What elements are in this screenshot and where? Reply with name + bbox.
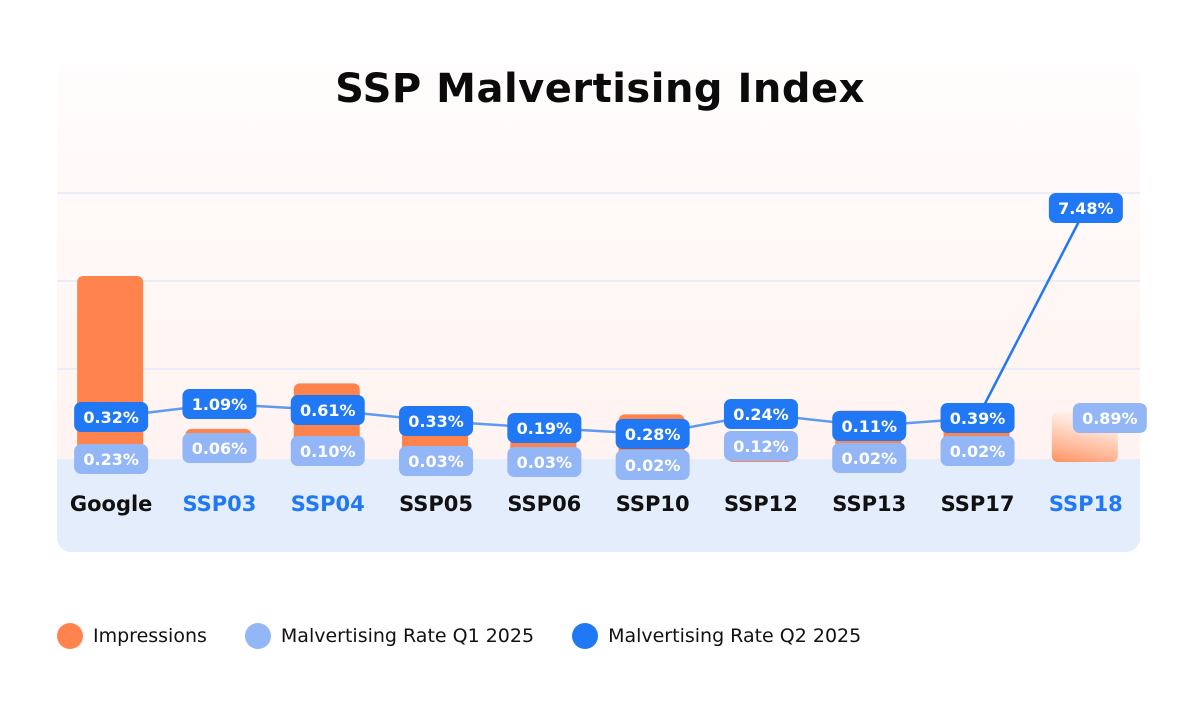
q1-data-label-bg [399, 446, 474, 476]
q1-data-label: 0.89% [1082, 409, 1138, 428]
q1-data-label-bg [507, 447, 582, 477]
legend: Impressions Malvertising Rate Q1 2025 Ma… [57, 620, 899, 652]
q2-data-label: 1.09% [192, 395, 248, 414]
q1-data-label: 0.02% [841, 449, 897, 468]
x-tick-label: SSP10 [616, 492, 690, 516]
q1-data-label-bg [290, 436, 365, 466]
x-tick-label: SSP06 [507, 492, 581, 516]
x-tick-label: SSP03 [182, 492, 256, 516]
legend-swatch-icon [572, 623, 599, 649]
x-axis-band [57, 459, 1140, 552]
q2-data-label-bg [399, 406, 474, 436]
q2-data-label: 0.32% [83, 408, 139, 427]
q2-data-label: 0.24% [733, 405, 789, 424]
q2-data-label-bg [1048, 193, 1123, 223]
q2-data-label: 0.19% [517, 419, 573, 438]
q1-data-label-bg [940, 436, 1015, 466]
q2-data-label-bg [74, 402, 149, 432]
q2-data-label: 0.28% [625, 425, 681, 444]
q1-data-label: 0.12% [733, 437, 789, 456]
legend-item-q1[interactable]: Malvertising Rate Q1 2025 [244, 623, 535, 649]
q2-data-label: 0.33% [408, 412, 464, 431]
q2-data-label-bg [940, 403, 1015, 433]
q1-data-label-bg [723, 431, 798, 461]
legend-swatch-icon [57, 623, 83, 649]
chart-title: SSP Malvertising Index [335, 66, 865, 112]
q2-data-label: 7.48% [1058, 199, 1114, 218]
legend-label: Impressions [93, 625, 207, 647]
q1-data-label-bg [182, 433, 257, 463]
legend-label: Malvertising Rate Q2 2025 [608, 625, 862, 647]
q2-data-label: 0.61% [300, 401, 356, 420]
x-tick-label: SSP17 [941, 492, 1015, 516]
legend-label: Malvertising Rate Q1 2025 [280, 625, 535, 647]
q1-data-label: 0.06% [192, 439, 248, 458]
legend-swatch-icon [244, 623, 271, 649]
legend-item-impressions[interactable]: Impressions [57, 623, 207, 649]
q1-data-label-bg [832, 443, 907, 473]
x-tick-label: SSP13 [832, 492, 906, 516]
x-tick-label: SSP12 [724, 492, 798, 516]
q2-data-label-bg [832, 411, 907, 441]
q1-data-label: 0.02% [950, 442, 1006, 461]
q2-data-label-bg [723, 399, 798, 429]
q2-data-label-bg [182, 389, 257, 419]
q2-data-label-bg [507, 413, 582, 443]
x-tick-label: Google [70, 492, 153, 516]
x-tick-label: SSP04 [291, 492, 365, 516]
q2-data-label: 0.11% [841, 417, 897, 436]
q1-data-label-bg [1072, 403, 1147, 433]
q1-data-label: 0.23% [83, 450, 139, 469]
q1-data-label: 0.03% [517, 453, 573, 472]
q1-data-label: 0.10% [300, 442, 356, 461]
x-tick-label: SSP05 [399, 492, 473, 516]
q2-line-segment [976, 206, 1088, 420]
q1-data-label-bg [74, 444, 149, 474]
q1-data-label: 0.03% [408, 452, 464, 471]
impressions-bar [77, 276, 144, 462]
legend-item-q2[interactable]: Malvertising Rate Q2 2025 [572, 623, 861, 649]
q2-data-label: 0.39% [950, 409, 1006, 428]
q1-data-label-bg [615, 450, 690, 480]
x-tick-label: SSP18 [1049, 492, 1123, 516]
q2-data-label-bg [615, 419, 690, 449]
q1-data-label: 0.02% [625, 456, 681, 475]
q2-data-label-bg [290, 395, 365, 425]
